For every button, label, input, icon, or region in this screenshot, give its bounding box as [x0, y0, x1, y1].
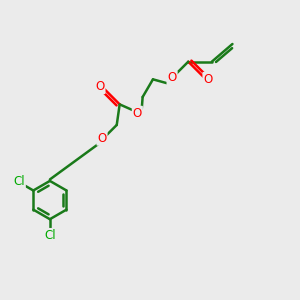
- Text: Cl: Cl: [13, 175, 25, 188]
- Text: Cl: Cl: [44, 229, 56, 242]
- Text: O: O: [167, 71, 177, 84]
- Text: O: O: [95, 80, 105, 93]
- Text: O: O: [133, 107, 142, 120]
- Text: O: O: [203, 73, 213, 86]
- Text: O: O: [98, 132, 106, 145]
